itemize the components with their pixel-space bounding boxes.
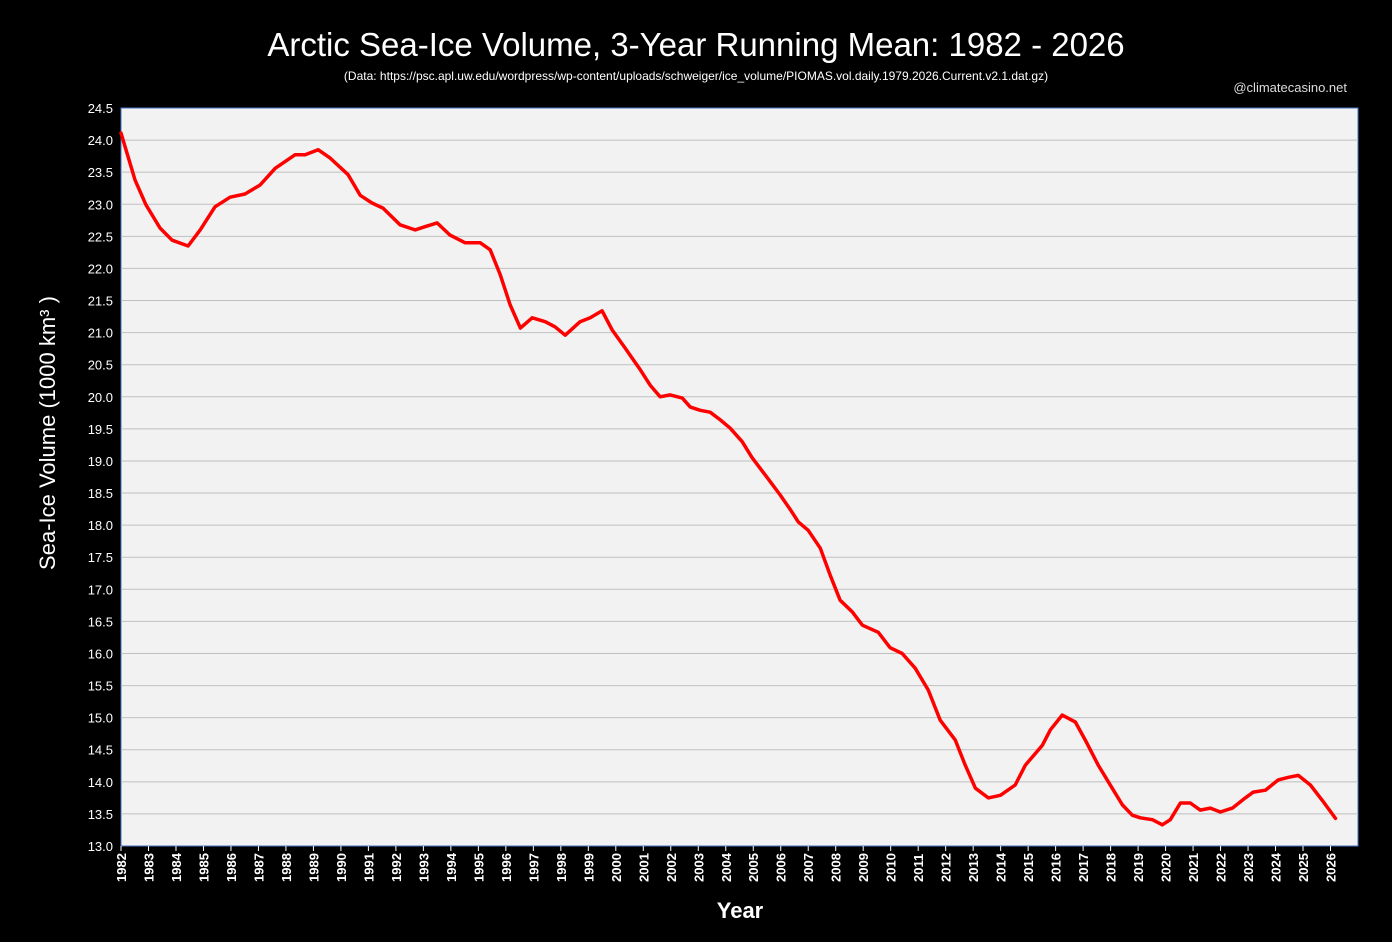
x-tick-label: 1993	[416, 853, 431, 882]
x-tick-label: 2024	[1269, 852, 1284, 882]
x-tick-label: 2001	[636, 853, 651, 882]
y-tick-label: 14.5	[88, 743, 113, 758]
y-tick-label: 19.0	[88, 454, 113, 469]
x-tick-label: 2013	[966, 853, 981, 882]
y-tick-label: 15.0	[88, 711, 113, 726]
x-tick-label: 2005	[746, 853, 761, 882]
x-tick-label: 2007	[801, 853, 816, 882]
x-tick-label: 1992	[389, 853, 404, 882]
x-tick-label: 1997	[526, 853, 541, 882]
y-tick-label: 15.5	[88, 679, 113, 694]
x-tick-label: 2014	[994, 852, 1009, 882]
x-tick-label: 1983	[141, 853, 156, 882]
plot-area	[120, 107, 1359, 847]
y-tick-label: 23.5	[88, 165, 113, 180]
x-tick-label: 1987	[251, 853, 266, 882]
y-tick-label: 20.0	[88, 390, 113, 405]
x-tick-label: 1991	[361, 853, 376, 882]
x-tick-label: 2000	[609, 853, 624, 882]
x-tick-label: 2011	[911, 854, 926, 882]
x-tick-label: 2012	[939, 853, 954, 882]
x-tick-label: 1999	[581, 853, 596, 882]
x-tick-label: 1988	[279, 853, 294, 882]
x-tick-label: 2025	[1296, 853, 1311, 882]
y-tick-label: 16.5	[88, 614, 113, 629]
y-tick-label: 21.0	[88, 326, 113, 341]
y-tick-label: 24.5	[88, 101, 113, 116]
x-tick-label: 1995	[471, 853, 486, 882]
x-tick-label: 1998	[554, 853, 569, 882]
x-tick-label: 2003	[691, 853, 706, 882]
x-tick-label: 1989	[306, 853, 321, 882]
x-tick-label: 2023	[1241, 853, 1256, 882]
x-tick-label: 2021	[1186, 853, 1201, 882]
y-tick-label: 14.0	[88, 775, 113, 790]
y-tick-label: 16.0	[88, 646, 113, 661]
y-tick-label: 17.5	[88, 550, 113, 565]
x-tick-label: 1985	[196, 853, 211, 882]
x-tick-label: 2004	[719, 852, 734, 882]
x-tick-label: 2019	[1131, 853, 1146, 882]
y-tick-label: 18.0	[88, 518, 113, 533]
x-tick-label: 1996	[499, 853, 514, 882]
y-tick-label: 13.5	[88, 807, 113, 822]
x-axis-label: Year	[716, 898, 764, 923]
series-line-running-mean	[119, 131, 1338, 827]
x-tick-label: 2010	[884, 853, 899, 882]
y-tick-label: 19.5	[88, 422, 113, 437]
x-tick-label: 2026	[1324, 853, 1339, 882]
chart-title: Arctic Sea-Ice Volume, 3-Year Running Me…	[267, 26, 1125, 63]
y-tick-label: 20.5	[88, 358, 113, 373]
x-tick-label: 2018	[1104, 853, 1119, 882]
x-tick-label: 1982	[114, 853, 129, 882]
y-tick-label: 21.5	[88, 294, 113, 309]
credit-label: @climatecasino.net	[1233, 80, 1347, 95]
x-tick-label: 2017	[1076, 853, 1091, 882]
x-tick-label: 1990	[334, 853, 349, 882]
x-tick-label: 1994	[444, 852, 459, 882]
x-tick-label: 2022	[1214, 853, 1229, 882]
y-tick-label: 18.5	[88, 486, 113, 501]
x-tick-label: 1986	[224, 853, 239, 882]
x-tick-label: 2002	[664, 853, 679, 882]
y-tick-label: 22.5	[88, 229, 113, 244]
chart-subtitle: (Data: https://psc.apl.uw.edu/wordpress/…	[343, 69, 1049, 83]
x-tick-label: 2008	[829, 853, 844, 882]
y-tick-label: 17.0	[88, 582, 113, 597]
y-tick-label: 24.0	[88, 133, 113, 148]
y-tick-label: 23.0	[88, 197, 113, 212]
y-tick-label: 22.0	[88, 261, 113, 276]
x-tick-label: 2020	[1159, 853, 1174, 882]
x-tick-label: 2009	[856, 853, 871, 882]
y-tick-label: 13.0	[88, 839, 113, 854]
x-tick-label: 2015	[1021, 853, 1036, 882]
x-tick-label: 1984	[169, 852, 184, 882]
x-tick-label: 2016	[1049, 853, 1064, 882]
x-tick-label: 2006	[774, 853, 789, 882]
